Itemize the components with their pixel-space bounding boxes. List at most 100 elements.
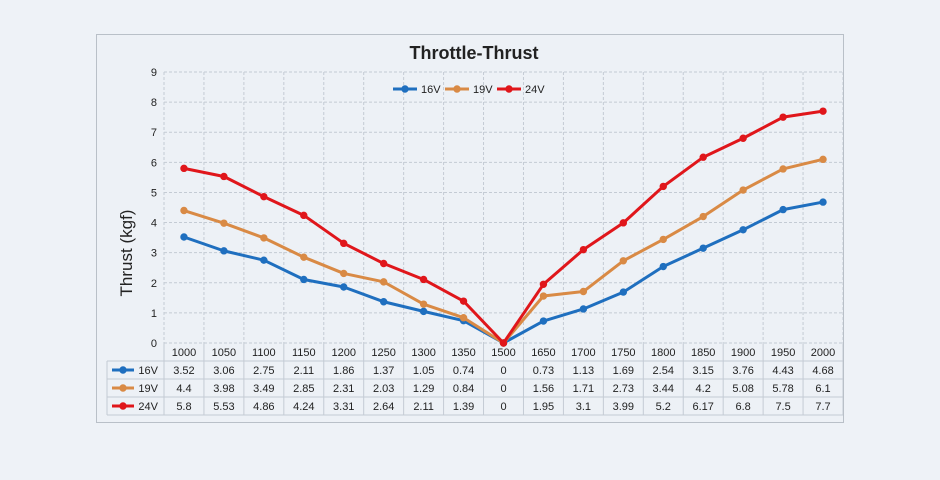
x-tick-label: 1900 (731, 347, 755, 359)
legend-marker (402, 86, 408, 92)
data-point-16V (540, 318, 546, 324)
legend-marker (454, 86, 460, 92)
data-point-24V (460, 298, 466, 304)
data-point-24V (780, 114, 786, 120)
table-cell-value: 1.39 (453, 401, 474, 413)
table-cell-value: 3.76 (732, 365, 753, 377)
table-cell-value: 3.52 (173, 365, 194, 377)
data-point-19V (181, 207, 187, 213)
table-cell-value: 3.44 (653, 383, 674, 395)
table-cell-value: 3.49 (253, 383, 274, 395)
y-tick-label: 7 (151, 127, 157, 139)
data-point-19V (380, 279, 386, 285)
table-cell-value: 1.05 (413, 365, 434, 377)
table-cell-value: 0.74 (453, 365, 474, 377)
y-tick-label: 9 (151, 67, 157, 79)
data-point-16V (740, 227, 746, 233)
data-point-24V (660, 183, 666, 189)
legend: 16V 19V 24V (393, 84, 545, 96)
data-point-16V (580, 306, 586, 312)
table-cell-value: 0 (500, 383, 506, 395)
table-cell-value: 4.24 (293, 401, 314, 413)
data-point-16V (660, 263, 666, 269)
data-point-24V (341, 240, 347, 246)
y-tick-label: 3 (151, 248, 157, 260)
data-point-19V (700, 213, 706, 219)
table-cell-value: 2.75 (253, 365, 274, 377)
x-tick-label: 1250 (371, 347, 395, 359)
x-tick-label: 1700 (571, 347, 595, 359)
data-point-19V (301, 254, 307, 260)
data-point-16V (341, 284, 347, 290)
table-cell-value: 4.4 (176, 383, 191, 395)
table-cell-value: 1.29 (413, 383, 434, 395)
table-series-name: 16V (138, 365, 158, 377)
plot-grid (164, 72, 843, 343)
y-tick-label: 0 (151, 338, 157, 350)
table-cell-value: 3.1 (576, 401, 591, 413)
table-cell-value: 5.8 (176, 401, 191, 413)
data-point-24V (740, 135, 746, 141)
data-point-16V (420, 308, 426, 314)
chart-title: Throttle-Thrust (410, 43, 539, 63)
table-cell-value: 7.7 (815, 401, 830, 413)
table-cell-value: 5.08 (732, 383, 753, 395)
legend-label: 19V (473, 84, 493, 96)
x-tick-label: 1800 (651, 347, 675, 359)
table-cell-value: 1.13 (573, 365, 594, 377)
table-cell-value: 3.99 (613, 401, 634, 413)
x-tick-label: 1000 (172, 347, 196, 359)
table-cell-value: 3.31 (333, 401, 354, 413)
x-tick-label: 1850 (691, 347, 715, 359)
x-tick-label: 1650 (531, 347, 555, 359)
table-cell-value: 5.2 (656, 401, 671, 413)
throttle-thrust-chart: Throttle-Thrust Thrust (kgf) 0123456789 … (97, 35, 843, 422)
table-cell-value: 2.85 (293, 383, 314, 395)
x-tick-label: 1050 (212, 347, 236, 359)
table-cell-value: 4.68 (812, 365, 833, 377)
table-cell-value: 3.06 (213, 365, 234, 377)
table-legend-marker (120, 367, 126, 373)
data-point-16V (221, 248, 227, 254)
series-line-16V (184, 202, 823, 343)
data-point-24V (820, 108, 826, 114)
data-point-24V (580, 246, 586, 252)
table-cell-value: 4.86 (253, 401, 274, 413)
data-point-19V (221, 220, 227, 226)
data-point-19V (540, 293, 546, 299)
table-series-name: 19V (138, 383, 158, 395)
data-point-16V (700, 245, 706, 251)
y-tick-label: 6 (151, 157, 157, 169)
data-point-19V (341, 270, 347, 276)
x-tick-label: 1750 (611, 347, 635, 359)
table-legend-marker (120, 403, 126, 409)
data-point-24V (301, 212, 307, 218)
data-point-19V (780, 166, 786, 172)
data-point-24V (221, 173, 227, 179)
table-cell-value: 2.64 (373, 401, 394, 413)
data-table: 1000 1050 1100 1150 1200 1250 1300 1350 1500 1650… (107, 343, 843, 415)
series-line-24V (184, 111, 823, 343)
table-cell-value: 1.95 (533, 401, 554, 413)
data-point-24V (261, 193, 267, 199)
table-cell-value: 6.1 (815, 383, 830, 395)
table-cell-value: 2.73 (613, 383, 634, 395)
table-cell-value: 2.11 (293, 365, 314, 377)
data-point-24V (500, 340, 506, 346)
table-cell-value: 0.84 (453, 383, 474, 395)
data-point-16V (380, 299, 386, 305)
legend-label: 16V (421, 84, 441, 96)
data-point-16V (181, 234, 187, 240)
data-point-24V (620, 220, 626, 226)
x-tick-label: 1100 (252, 347, 276, 359)
table-cell-value: 1.71 (573, 383, 594, 395)
table-cell-value: 0.73 (533, 365, 554, 377)
table-cell-value: 6.8 (735, 401, 750, 413)
data-point-19V (740, 187, 746, 193)
x-tick-label: 1950 (771, 347, 795, 359)
table-cell-value: 4.2 (696, 383, 711, 395)
y-axis-label: Thrust (kgf) (117, 210, 136, 297)
y-tick-label: 4 (151, 218, 157, 230)
x-tick-label: 1500 (491, 347, 515, 359)
